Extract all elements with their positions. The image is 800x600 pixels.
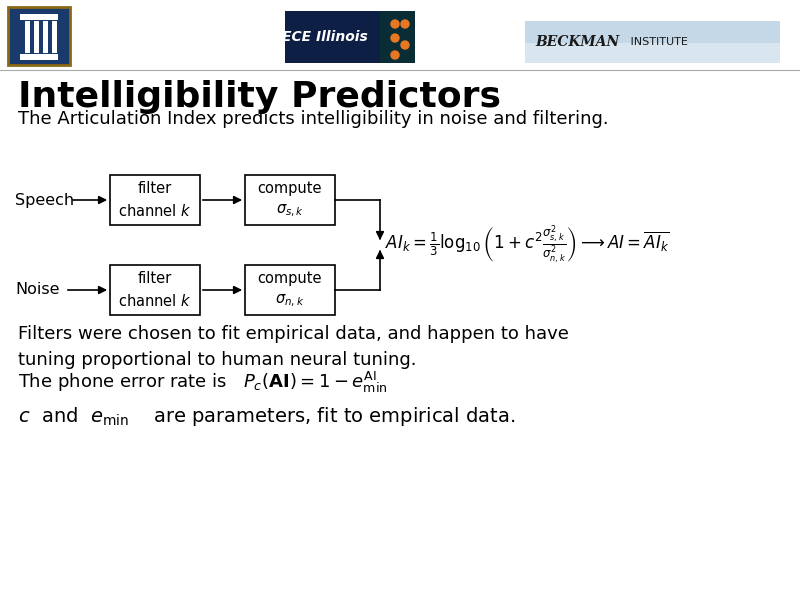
Text: The Articulation Index predicts intelligibility in noise and filtering.: The Articulation Index predicts intellig… <box>18 110 609 128</box>
Text: $AI_k = \frac{1}{3}\log_{10}\left(1 + c^2 \frac{\sigma_{s,k}^2}{\sigma_{n,k}^2}\: $AI_k = \frac{1}{3}\log_{10}\left(1 + c^… <box>385 224 670 266</box>
FancyBboxPatch shape <box>43 21 48 53</box>
FancyBboxPatch shape <box>245 265 335 315</box>
Text: INSTITUTE: INSTITUTE <box>627 37 688 47</box>
Text: compute
$\sigma_{s,k}$: compute $\sigma_{s,k}$ <box>258 181 322 220</box>
Text: filter
channel $k$: filter channel $k$ <box>118 271 192 309</box>
Circle shape <box>391 51 399 59</box>
FancyBboxPatch shape <box>52 21 57 53</box>
FancyBboxPatch shape <box>245 175 335 225</box>
Text: ECE Illinois: ECE Illinois <box>282 30 368 44</box>
FancyBboxPatch shape <box>34 21 39 53</box>
FancyBboxPatch shape <box>110 175 200 225</box>
Text: The phone error rate is   $P_c(\mathbf{AI}) = 1 - e_{\mathrm{min}}^{\mathrm{AI}}: The phone error rate is $P_c(\mathbf{AI}… <box>18 370 387 395</box>
Text: Intelligibility Predictors: Intelligibility Predictors <box>18 80 501 114</box>
FancyBboxPatch shape <box>285 11 415 63</box>
FancyBboxPatch shape <box>525 43 780 63</box>
Circle shape <box>401 20 409 28</box>
Text: Noise: Noise <box>15 283 59 298</box>
Text: Filters were chosen to fit empirical data, and happen to have
tuning proportiona: Filters were chosen to fit empirical dat… <box>18 325 569 370</box>
Text: Speech: Speech <box>15 193 74 208</box>
FancyBboxPatch shape <box>20 54 58 60</box>
Text: BECKMAN: BECKMAN <box>535 35 619 49</box>
FancyBboxPatch shape <box>20 14 58 20</box>
Text: compute
$\sigma_{n,k}$: compute $\sigma_{n,k}$ <box>258 271 322 310</box>
FancyBboxPatch shape <box>25 21 30 53</box>
Circle shape <box>391 20 399 28</box>
FancyBboxPatch shape <box>525 21 780 63</box>
Text: filter
channel $k$: filter channel $k$ <box>118 181 192 219</box>
Circle shape <box>401 41 409 49</box>
FancyBboxPatch shape <box>8 7 70 65</box>
FancyBboxPatch shape <box>380 11 415 63</box>
Circle shape <box>391 34 399 42</box>
Text: $c$  and  $e_{\mathrm{min}}$    are parameters, fit to empirical data.: $c$ and $e_{\mathrm{min}}$ are parameter… <box>18 405 515 428</box>
FancyBboxPatch shape <box>110 265 200 315</box>
